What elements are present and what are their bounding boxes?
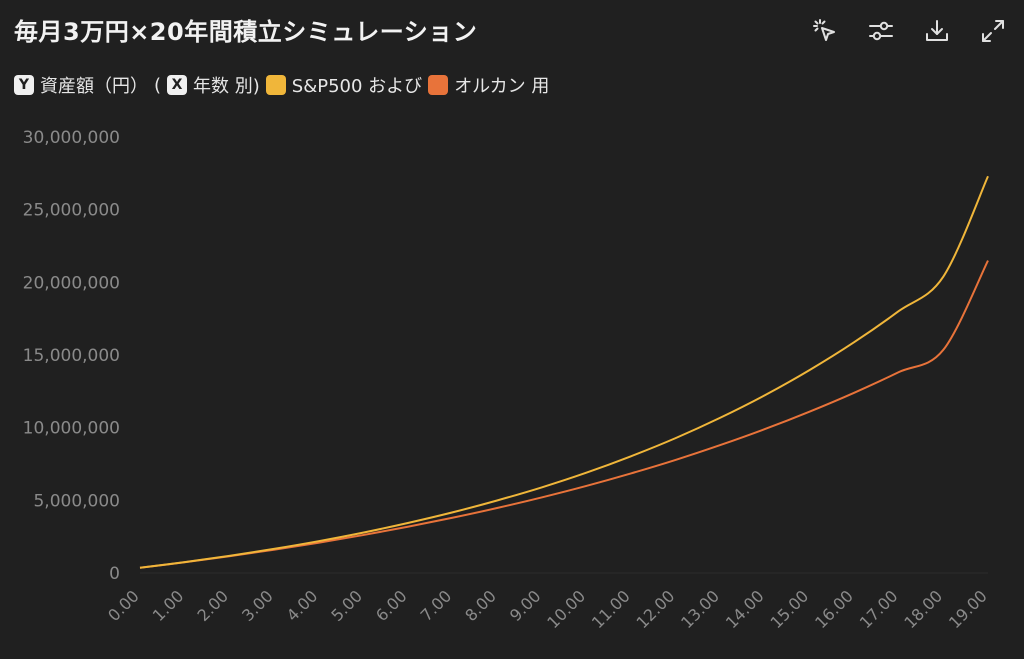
x-tick-label: 14.00	[722, 586, 768, 632]
y-tick-label: 25,000,000	[23, 201, 120, 221]
x-tick-label: 15.00	[766, 586, 812, 632]
sp500-series-line[interactable]	[139, 175, 989, 569]
x-tick-label: 9.00	[506, 586, 545, 625]
x-tick-label: 11.00	[588, 586, 634, 632]
x-tick-label: 12.00	[633, 586, 679, 632]
select-pointer-icon[interactable]	[808, 14, 842, 48]
legend-open-paren: (	[154, 74, 162, 96]
y-axis-legend-label: 資産額（円）	[40, 76, 148, 97]
x-tick-label: 5.00	[327, 586, 366, 625]
x-axis-key-badge: X	[167, 75, 188, 95]
allcountry-legend-label[interactable]: オルカン 用	[454, 76, 550, 97]
y-tick-label: 10,000,000	[23, 419, 120, 439]
chart-toolbar	[808, 14, 1010, 48]
x-tick-label: 10.00	[543, 586, 589, 632]
chart-legend: Y 資産額（円） ( X 年数 別) S&P500 および オルカン 用	[14, 72, 549, 98]
x-tick-label: 7.00	[417, 586, 456, 625]
x-tick-label: 8.00	[461, 586, 500, 625]
allcountry-series-line[interactable]	[139, 260, 989, 569]
allcountry-legend-swatch[interactable]	[428, 75, 449, 95]
sp500-legend-label[interactable]: S&P500 および	[291, 76, 423, 97]
x-tick-label: 2.00	[193, 586, 232, 625]
sp500-legend-swatch[interactable]	[265, 75, 286, 95]
y-axis-key-badge: Y	[14, 75, 34, 95]
x-tick-label: 18.00	[900, 586, 946, 632]
sliders-icon[interactable]	[864, 14, 898, 48]
x-tick-label: 4.00	[283, 586, 322, 625]
download-icon[interactable]	[920, 14, 954, 48]
x-axis-legend-label: 年数 別)	[193, 76, 260, 97]
x-tick-label: 1.00	[149, 586, 188, 625]
x-tick-label: 0.00	[104, 586, 143, 625]
y-tick-label: 15,000,000	[23, 346, 120, 366]
x-tick-label: 17.00	[856, 586, 902, 632]
x-tick-label: 3.00	[238, 586, 277, 625]
y-tick-label: 0	[109, 564, 120, 584]
y-tick-label: 5,000,000	[33, 491, 120, 511]
x-tick-label: 6.00	[372, 586, 411, 625]
expand-icon[interactable]	[976, 14, 1010, 48]
y-tick-label: 20,000,000	[23, 273, 120, 293]
x-tick-label: 13.00	[677, 586, 723, 632]
x-tick-label: 19.00	[945, 586, 991, 632]
x-tick-label: 16.00	[811, 586, 857, 632]
y-tick-label: 30,000,000	[23, 128, 120, 148]
chart-title: 毎月3万円×20年間積立シミュレーション	[14, 18, 478, 46]
